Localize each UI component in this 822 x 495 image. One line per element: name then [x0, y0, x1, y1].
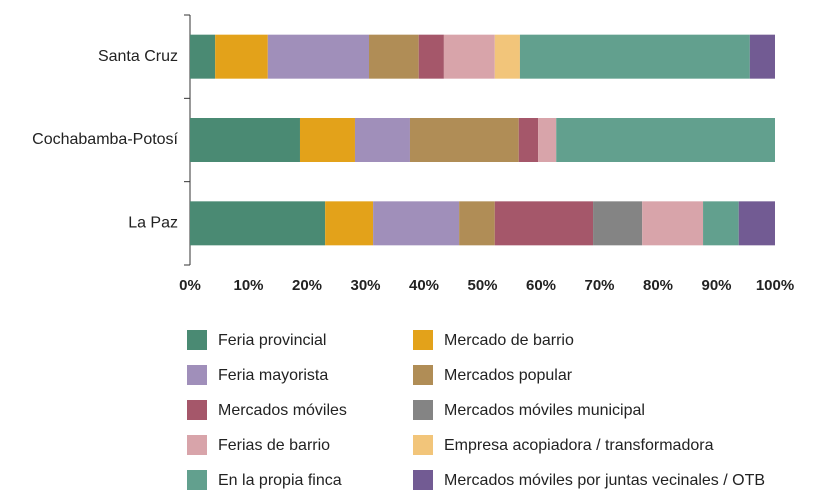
bar-segment: [369, 34, 419, 79]
x-tick-label: 20%: [292, 277, 322, 294]
y-tick-label: Santa Cruz: [98, 48, 178, 65]
bar-segment: [703, 201, 739, 246]
x-tick-label: 30%: [350, 277, 380, 294]
bar-segment: [354, 118, 410, 162]
legend-label: Mercados móviles municipal: [444, 402, 645, 419]
y-tick-label: Cochabamba-Potosí: [32, 131, 178, 148]
x-tick-label: 90%: [701, 277, 731, 294]
legend-label: Mercados móviles: [218, 402, 347, 419]
legend-label: Mercados popular: [444, 367, 573, 384]
x-tick-label: 80%: [643, 277, 673, 294]
bar-segment: [325, 201, 374, 246]
legend-label: Ferias de barrio: [218, 437, 330, 454]
x-tick-label: 40%: [409, 277, 439, 294]
bar-segment: [299, 118, 355, 162]
x-tick-label: 60%: [526, 277, 556, 294]
legend-swatch: [187, 365, 207, 385]
legend-label: Mercado de barrio: [444, 332, 574, 349]
bar-segment: [642, 201, 704, 246]
bar-segment: [373, 201, 460, 246]
legend-swatch: [413, 435, 433, 455]
bar-segment: [409, 118, 519, 162]
x-tick-label: 0%: [179, 277, 201, 294]
bar-segment: [443, 34, 495, 79]
legend-label: Feria mayorista: [218, 367, 328, 384]
y-tick-label: La Paz: [128, 215, 178, 232]
legend-label: Mercados móviles por juntas vecinales / …: [444, 472, 765, 489]
bar-segment: [593, 201, 643, 246]
bar-segment: [190, 201, 326, 246]
legend-swatch: [187, 330, 207, 350]
x-tick-label: 70%: [584, 277, 614, 294]
x-tick-label: 100%: [756, 277, 794, 294]
bar-segment: [418, 34, 444, 79]
x-tick-label: 10%: [233, 277, 263, 294]
bar-segment: [518, 118, 539, 162]
bar-segment: [519, 34, 750, 79]
bar-segment: [215, 34, 268, 79]
legend-swatch: [413, 470, 433, 490]
legend-swatch: [187, 435, 207, 455]
bar-segment: [494, 34, 520, 79]
bar-segment: [494, 201, 594, 246]
bar-segment: [190, 34, 216, 79]
bar-segment: [267, 34, 370, 79]
legend-label: Feria provincial: [218, 332, 326, 349]
x-tick-label: 50%: [467, 277, 497, 294]
bar-segment: [538, 118, 557, 162]
bar-segment: [749, 34, 775, 79]
bar-segment: [190, 118, 300, 162]
legend-swatch: [187, 470, 207, 490]
legend-label: Empresa acopiadora / transformadora: [444, 437, 714, 454]
bar-segment: [738, 201, 775, 246]
bar-segment: [556, 118, 775, 162]
bar-segment: [459, 201, 495, 246]
legend-swatch: [413, 400, 433, 420]
legend-swatch: [413, 330, 433, 350]
legend-swatch: [187, 400, 207, 420]
legend-label: En la propia finca: [218, 472, 342, 489]
legend-swatch: [413, 365, 433, 385]
